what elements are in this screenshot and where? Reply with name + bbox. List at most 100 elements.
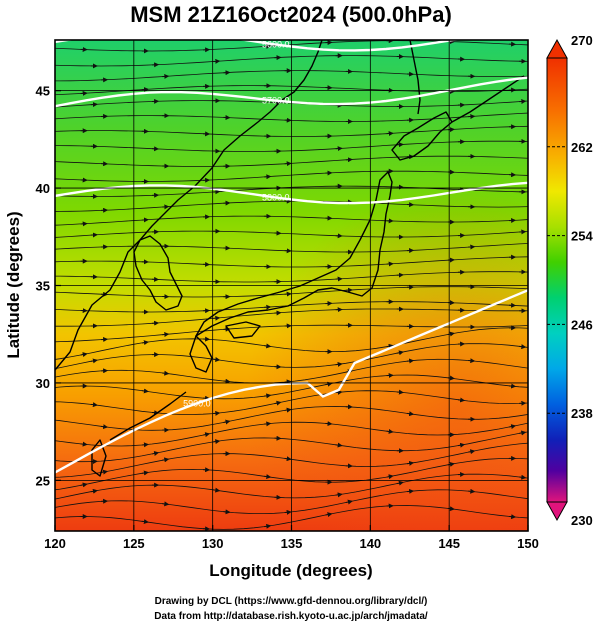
wind-arrow xyxy=(406,460,415,466)
x-tick-label: 150 xyxy=(517,536,539,551)
wind-arrow xyxy=(468,449,476,455)
wind-arrow xyxy=(90,358,98,364)
streamline xyxy=(55,256,528,268)
wind-arrow xyxy=(457,397,466,403)
chart-title: MSM 21Z16Oct2024 (500.0hPa) xyxy=(130,2,452,27)
y-axis-label: Latitude (degrees) xyxy=(4,211,23,358)
streamline xyxy=(55,70,528,82)
coastline-japan-shikoku xyxy=(225,321,261,339)
streamline xyxy=(55,125,528,137)
wind-arrow xyxy=(325,421,333,427)
streamline xyxy=(55,358,528,384)
y-tick-label: 25 xyxy=(36,473,50,488)
y-tick-label: 35 xyxy=(36,279,50,294)
coastline-japan-honshu xyxy=(195,171,393,337)
wind-arrow xyxy=(223,419,231,425)
wind-arrow xyxy=(519,344,527,350)
wind-arrow xyxy=(213,410,221,416)
wind-arrow xyxy=(90,488,98,494)
streamline xyxy=(55,55,528,67)
wind-arrow xyxy=(325,512,333,518)
wind-arrow xyxy=(213,487,221,493)
wind-arrow xyxy=(508,383,517,389)
colorbar: 270 262 254 246 238 230 xyxy=(546,33,593,528)
wind-arrow xyxy=(284,509,292,515)
contour-label: 5800.0 xyxy=(262,192,290,202)
colorbar-tick-label: 270 xyxy=(571,33,593,48)
wind-arrow xyxy=(100,469,109,475)
wind-arrow xyxy=(468,358,476,364)
wind-arrow xyxy=(284,456,292,462)
wind-arrow xyxy=(213,315,221,321)
wind-arrow xyxy=(80,352,88,358)
x-tick-label: 130 xyxy=(202,536,224,551)
credit-data: Data from http://database.rish.kyoto-u.a… xyxy=(154,611,428,622)
wind-arrow xyxy=(202,432,211,438)
wind-arrow xyxy=(335,442,343,448)
streamline xyxy=(55,301,528,313)
grid-lines xyxy=(55,40,528,531)
x-tick-label: 120 xyxy=(44,536,66,551)
streamline xyxy=(55,140,528,152)
wind-arrow xyxy=(396,350,404,356)
wind-arrow xyxy=(386,474,394,480)
colorbar-min-triangle xyxy=(546,501,568,522)
wind-arrow xyxy=(508,424,517,430)
wind-arrow xyxy=(162,457,170,463)
streamline xyxy=(55,505,528,530)
wind-arrow xyxy=(325,381,333,387)
contour-label: 5600.0 xyxy=(262,39,290,49)
wind-arrow xyxy=(141,519,149,525)
coastline-sakhalin xyxy=(409,40,421,115)
wind-arrow xyxy=(100,424,109,430)
wind-arrow xyxy=(386,428,394,434)
streamline xyxy=(55,155,528,167)
x-tick-label: 140 xyxy=(359,536,381,551)
wind-streamlines xyxy=(55,40,535,531)
plot-area: 5600.0 5700.0 5800.0 5900.0 120 125 130 135 140… xyxy=(36,39,539,551)
streamline xyxy=(55,442,528,478)
wind-arrow xyxy=(80,441,88,447)
wind-arrow xyxy=(335,389,343,395)
colorbar-max-triangle xyxy=(546,38,568,59)
coastline-ryukyu xyxy=(109,391,187,441)
streamline xyxy=(55,40,528,52)
wind-arrow xyxy=(223,378,231,384)
wind-arrow xyxy=(396,389,404,395)
contour-label: 5900.0 xyxy=(183,398,211,408)
colorbar-tick-label: 246 xyxy=(571,317,593,332)
wind-arrow xyxy=(335,361,343,367)
wind-arrow xyxy=(141,340,149,346)
streamline xyxy=(55,170,528,182)
wind-arrow xyxy=(529,499,535,500)
wind-arrow xyxy=(406,488,415,494)
wind-arrow xyxy=(141,442,149,448)
wind-arrow xyxy=(335,492,343,498)
wind-arrow xyxy=(223,509,231,515)
wind-arrow xyxy=(508,514,517,520)
x-axis-label: Longitude (degrees) xyxy=(209,561,372,580)
wind-arrow xyxy=(284,407,292,413)
coastline-taiwan xyxy=(91,439,107,477)
wind-arrow xyxy=(141,388,149,394)
wind-arrow xyxy=(519,474,527,480)
wind-arrow xyxy=(468,488,476,494)
colorbar-scale xyxy=(546,57,568,503)
x-tick-label: 125 xyxy=(123,536,145,551)
wind-arrow xyxy=(529,368,535,369)
wind-arrow xyxy=(264,421,272,427)
wind-arrow xyxy=(151,451,160,456)
streamline xyxy=(55,473,528,500)
streamline xyxy=(55,243,528,253)
colorbar-tick-label: 254 xyxy=(571,229,593,244)
wind-arrow xyxy=(264,393,272,399)
streamline xyxy=(55,327,528,360)
wind-arrow xyxy=(162,332,170,337)
contour-label: 5700.0 xyxy=(262,96,290,106)
streamline xyxy=(55,271,528,283)
coastline-korea xyxy=(133,235,183,311)
wind-arrow xyxy=(162,370,170,376)
x-tick-label: 145 xyxy=(438,536,460,551)
colorbar-tick-label: 262 xyxy=(571,140,593,155)
